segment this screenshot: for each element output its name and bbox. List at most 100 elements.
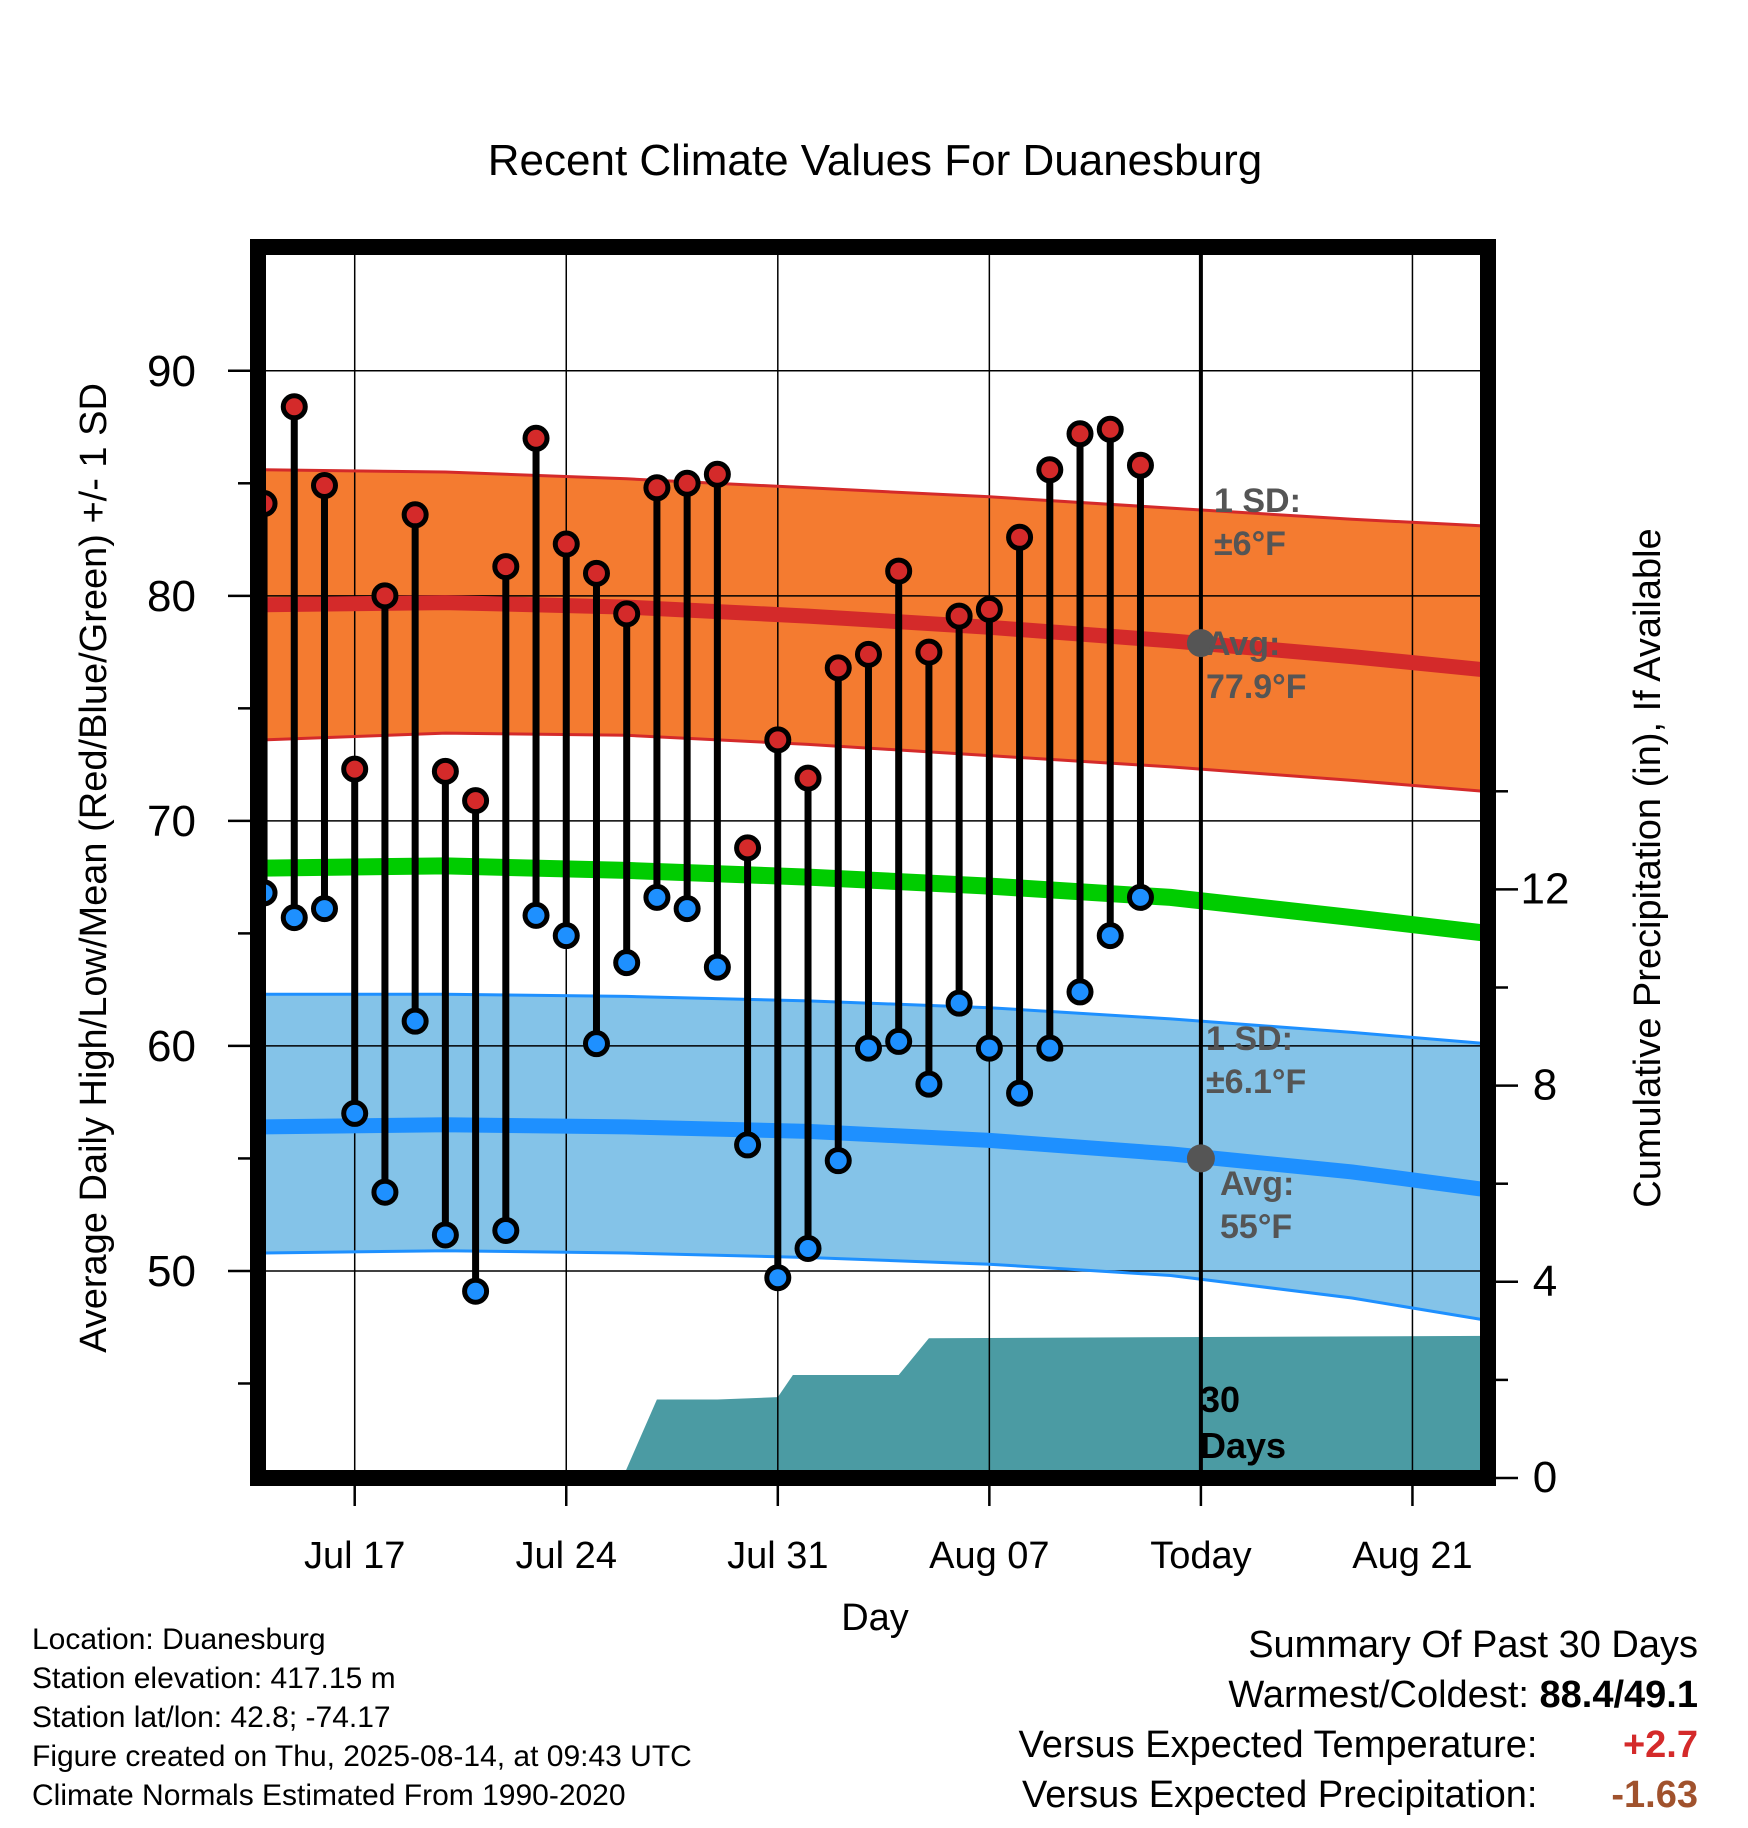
daily-high-point [310,472,338,500]
plot-frame [250,239,1496,1486]
y-left-tick-label: 90 [147,347,196,396]
station-elevation: Station elevation: 417.15 m [32,1662,396,1695]
daily-high-point [552,530,580,558]
x-tick-label: Aug 07 [929,1535,1049,1577]
daily-high-point [1096,415,1124,443]
y-right-tick-label: 4 [1533,1257,1557,1306]
daily-high-point [1036,456,1064,484]
daily-low-point [824,1147,852,1175]
daily-high-point [522,424,550,452]
precip-anomaly-row: Versus Expected Precipitation: -1.63 [1019,1770,1698,1820]
daily-high-point [885,557,913,585]
daily-low-point [1036,1034,1064,1062]
x-axis-label: Day [841,1597,909,1639]
daily-high-point [915,638,943,666]
daily-high-point [764,726,792,754]
daily-low-point [492,1216,520,1244]
daily-high-point [945,602,973,630]
daily-high-point [431,757,459,785]
daily-high-point [1126,451,1154,479]
daily-high-point [854,640,882,668]
daily-high-point [794,764,822,792]
temp-anomaly-label: Versus Expected Temperature: [1018,1724,1538,1766]
y-right-tick-label: 8 [1533,1061,1557,1110]
daily-low-point [310,895,338,923]
daily-low-point [885,1027,913,1055]
x-tick-label: Today [1150,1535,1251,1577]
today-low-avg-marker [1186,1144,1215,1173]
daily-high-point [703,460,731,488]
temp-anomaly-value: +2.7 [1622,1724,1698,1766]
daily-high-point [492,553,520,581]
daily-high-point [1066,420,1094,448]
daily-low-point [371,1178,399,1206]
daily-low-point [341,1099,369,1127]
y-left-tick-label: 50 [147,1247,196,1296]
y-axis-right-label: Cumulative Precipitation (in), If Availa… [1627,528,1669,1207]
chart-title: Recent Climate Values For Duanesburg [488,136,1262,185]
summary-title: Summary Of Past 30 Days [1248,1624,1698,1666]
high-sd-upper-line [263,468,1488,528]
x-tick-label: Jul 24 [516,1535,617,1577]
daily-low-point [462,1277,490,1305]
daily-high-point [975,595,1003,623]
daily-low-point [734,1131,762,1159]
high-sd-value: ±6°F [1214,525,1286,563]
plot-area: 1 SD: ±6°F Avg: 77.9°F 1 SD: ±6.1°F Avg: 55°F 30… [258,247,1488,1478]
warmest-coldest-label: Warmest/Coldest: [1228,1674,1529,1716]
y-right-tick-label: 12 [1521,864,1570,913]
x-tick-label: Jul 17 [304,1535,405,1577]
daily-low-point [915,1070,943,1098]
daily-low-point [552,922,580,950]
station-location: Location: Duanesburg [32,1623,326,1656]
y-left-tick-label: 80 [147,572,196,621]
daily-low-point [854,1034,882,1062]
high-avg-value: 77.9°F [1206,668,1307,706]
daily-high-point [280,393,308,421]
low-sd-band [264,994,1488,1321]
daily-low-point [794,1234,822,1262]
daily-low-point [613,949,641,977]
low-avg-value: 55°F [1220,1208,1292,1246]
daily-high-point [643,474,671,502]
days-window-number: 30 [1200,1379,1240,1420]
y-left-tick-label: 70 [147,797,196,846]
daily-high-point [582,559,610,587]
daily-high-point [401,501,429,529]
daily-high-point [462,787,490,815]
low-sd-value: ±6.1°F [1206,1063,1306,1101]
precip-anomaly-label: Versus Expected Precipitation: [1022,1774,1538,1816]
daily-high-point [613,600,641,628]
daily-high-point [1006,523,1034,551]
daily-high-point [734,834,762,862]
y-left-tick-label: 60 [147,1022,196,1071]
daily-low-point [975,1034,1003,1062]
temp-anomaly-row: Versus Expected Temperature: +2.7 [1019,1720,1698,1770]
precip-area [258,1335,1488,1478]
daily-high-point [824,654,852,682]
x-tick-label: Jul 31 [727,1535,828,1577]
daily-low-point [401,1007,429,1035]
high-sd-label: 1 SD: [1214,482,1301,520]
station-latlon: Station lat/lon: 42.8; -74.17 [32,1701,391,1734]
low-sd-label: 1 SD: [1206,1020,1293,1058]
y-right-tick-label: 0 [1533,1453,1557,1502]
today-high-avg-marker [1186,629,1215,658]
warmest-coldest-value: 88.4/49.1 [1539,1674,1698,1716]
daily-low-point [945,989,973,1017]
y-axis-left-label: Average Daily High/Low/Mean (Red/Blue/Gr… [73,383,115,1353]
daily-low-point [643,883,671,911]
low-avg-label: Avg: [1220,1165,1294,1203]
daily-low-point [1066,978,1094,1006]
daily-low-point [703,953,731,981]
daily-high-point [673,469,701,497]
daily-high-point [341,755,369,783]
daily-low-point [280,904,308,932]
daily-low-point [1126,883,1154,911]
climate-normals-note: Climate Normals Estimated From 1990-2020 [32,1779,626,1812]
daily-low-point [431,1221,459,1249]
figure-created: Figure created on Thu, 2025-08-14, at 09… [32,1740,692,1773]
summary-panel: Summary Of Past 30 Days Warmest/Coldest:… [1019,1620,1698,1820]
daily-low-point [582,1030,610,1058]
